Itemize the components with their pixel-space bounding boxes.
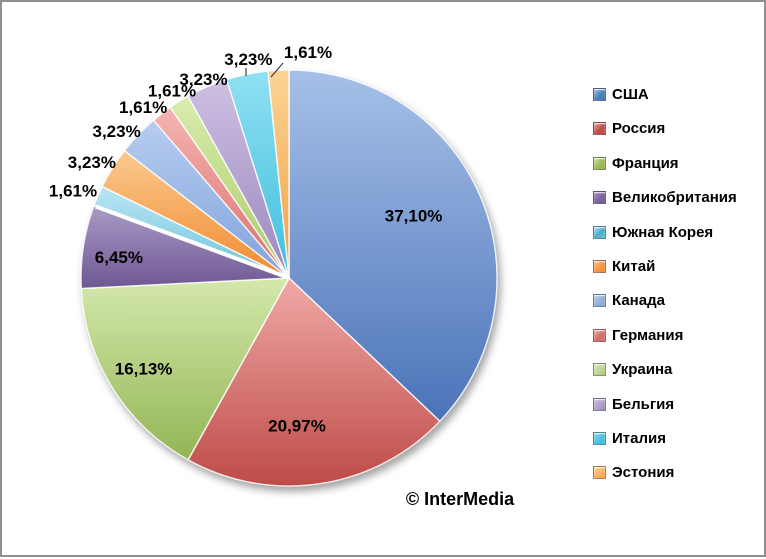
data-label: 3,23% bbox=[68, 153, 116, 172]
pie-slice bbox=[187, 277, 441, 487]
legend-item: США bbox=[593, 87, 649, 104]
pie-slice bbox=[80, 277, 290, 461]
data-label: 3,23% bbox=[224, 50, 272, 69]
legend-swatch-icon bbox=[593, 432, 606, 445]
legend-swatch-icon bbox=[593, 294, 606, 308]
legend-item: Китай bbox=[593, 259, 655, 276]
legend-item-label: Россия bbox=[612, 120, 666, 138]
data-label: 37,10% bbox=[385, 207, 443, 226]
legend-swatch-icon bbox=[593, 363, 606, 377]
legend-swatch-icon bbox=[593, 260, 606, 273]
data-label: 1,61% bbox=[148, 81, 196, 100]
data-label: 1,61% bbox=[49, 182, 97, 201]
legend-swatch-icon bbox=[593, 397, 606, 411]
legend-item-label: Великобритания bbox=[612, 189, 737, 207]
pie-slice bbox=[267, 69, 290, 279]
legend-item: Украина bbox=[593, 362, 672, 379]
legend-swatch-icon bbox=[593, 88, 606, 101]
data-label: 3,23% bbox=[179, 70, 227, 89]
legend-swatch-icon bbox=[593, 122, 606, 136]
data-label: 3,23% bbox=[92, 122, 140, 141]
legend-item-label: США bbox=[612, 86, 649, 103]
pie-slice bbox=[288, 69, 498, 422]
legend-swatch-icon bbox=[593, 466, 606, 480]
legend-item: Бельгия bbox=[593, 397, 674, 414]
legend-item: Россия bbox=[593, 121, 665, 138]
data-label: 16,13% bbox=[115, 360, 173, 379]
pie-labels-group: 37,10%20,97%16,13%6,45%1,61%3,23%3,23%1,… bbox=[49, 43, 443, 435]
pie-slices-group bbox=[80, 69, 498, 487]
legend-item: Великобритания bbox=[593, 190, 737, 207]
data-label: 1,61% bbox=[119, 98, 167, 117]
legend-item: Германия bbox=[593, 328, 683, 345]
legend-item: Италия bbox=[593, 431, 666, 448]
legend-swatch-icon bbox=[593, 225, 606, 239]
legend-item-label: Китай bbox=[612, 258, 656, 275]
legend-item: Эстония bbox=[593, 465, 674, 482]
watermark: © InterMedia bbox=[405, 489, 515, 509]
data-label: 6,45% bbox=[95, 248, 143, 267]
slice-gap-highlight bbox=[95, 204, 290, 280]
legend-item: Франция bbox=[593, 156, 679, 173]
legend-item-label: Канада bbox=[612, 292, 665, 310]
legend-item-label: Южная Корея bbox=[612, 223, 714, 241]
legend-item-label: Эстония bbox=[612, 464, 675, 482]
data-label: 20,97% bbox=[268, 417, 326, 436]
legend-item-label: Франция bbox=[612, 154, 679, 172]
legend-item-label: Германия bbox=[612, 326, 684, 344]
legend-swatch-icon bbox=[593, 191, 606, 205]
data-label: 1,61% bbox=[284, 43, 332, 62]
legend-item-label: Украина bbox=[612, 361, 673, 379]
legend-item-label: Италия bbox=[612, 430, 666, 447]
legend-item: Канада bbox=[593, 293, 665, 310]
legend-swatch-icon bbox=[593, 156, 606, 170]
legend-swatch-icon bbox=[593, 328, 606, 342]
legend-item: Южная Корея bbox=[593, 225, 713, 242]
leader-line bbox=[270, 62, 284, 78]
legend-item-label: Бельгия bbox=[612, 395, 675, 413]
